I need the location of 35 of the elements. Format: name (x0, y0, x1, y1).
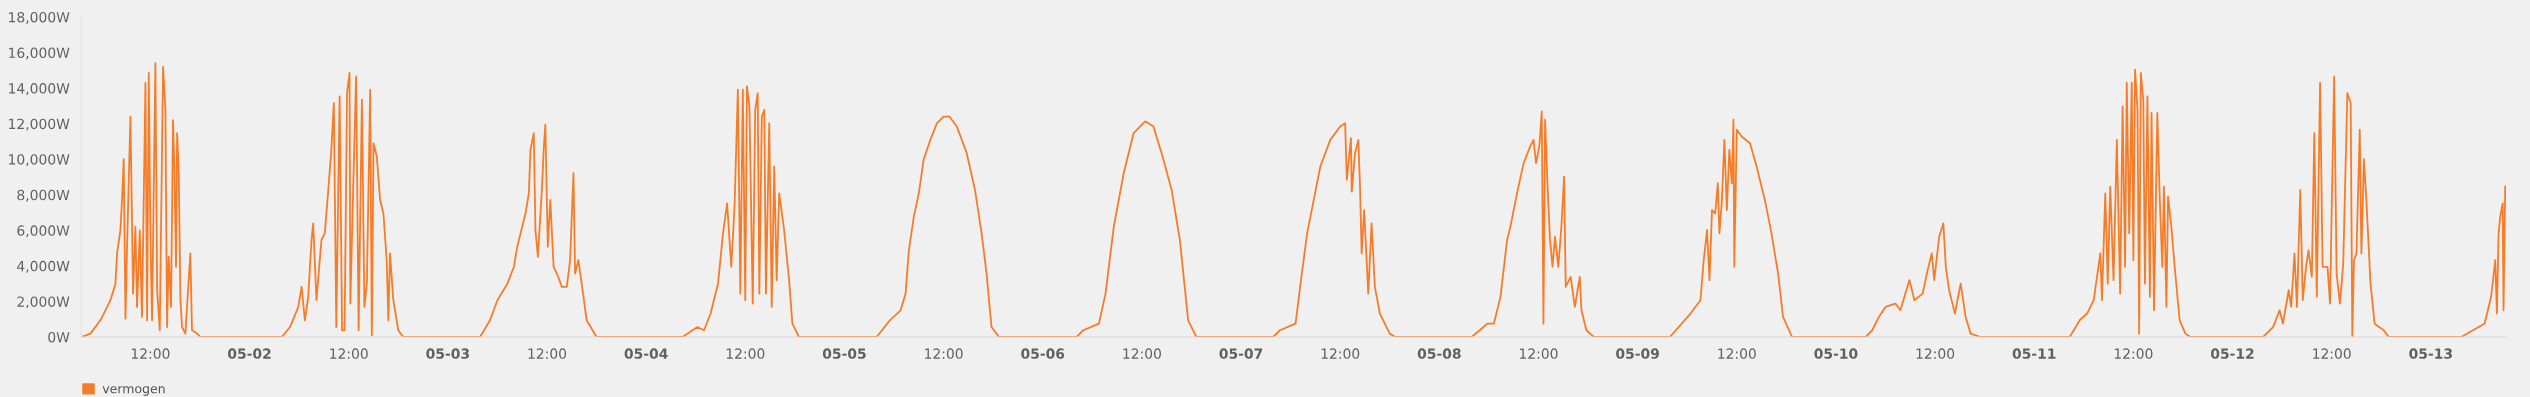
y-tick-label: 12,000W (9, 118, 70, 131)
x-tick-label: 05-06 (1021, 348, 1065, 359)
x-tick-label: 12:00 (528, 348, 567, 359)
x-tick-label: 12:00 (2114, 348, 2153, 359)
y-tick-label: 0W (48, 331, 70, 343)
x-tick-label: 12:00 (131, 348, 170, 359)
x-tick-label: 12:00 (2313, 348, 2351, 359)
x-tick-label: 05-02 (228, 348, 271, 359)
y-tick-label: 4,000W (17, 260, 70, 273)
x-tick-label: 12:00 (1519, 348, 1558, 359)
legend-label: vermogen (102, 386, 165, 396)
x-tick-label: 12:00 (330, 348, 368, 359)
x-tick-label: 05-08 (1417, 348, 1461, 359)
x-tick-label: 05-09 (1616, 348, 1659, 359)
x-tick-label: 05-13 (2409, 348, 2452, 359)
x-tick-label: 05-10 (1814, 348, 1858, 359)
x-tick-label: 05-12 (2210, 348, 2254, 359)
x-tick-label: 12:00 (726, 348, 765, 359)
x-tick-label: 05-04 (624, 348, 668, 359)
x-tick-label: 05-03 (426, 348, 469, 359)
y-tick-label: 2,000W (17, 296, 70, 309)
y-tick-label: 18,000W (9, 11, 70, 24)
y-tick-label: 6,000W (17, 225, 70, 238)
x-tick-label: 05-11 (2012, 348, 2056, 359)
y-tick-label: 14,000W (9, 83, 70, 95)
x-tick-label: 12:00 (1321, 348, 1360, 359)
y-tick-label: 10,000W (9, 154, 70, 167)
x-tick-label: 12:00 (1916, 348, 1955, 359)
x-tick-label: 12:00 (1123, 348, 1161, 359)
x-tick-label: 05-05 (822, 348, 866, 359)
y-tick-label: 8,000W (17, 189, 70, 202)
x-tick-label: 05-07 (1219, 348, 1263, 359)
y-tick-label: 16,000W (9, 47, 70, 60)
x-tick-label: 12:00 (1718, 348, 1756, 359)
x-tick-label: 12:00 (925, 348, 963, 359)
